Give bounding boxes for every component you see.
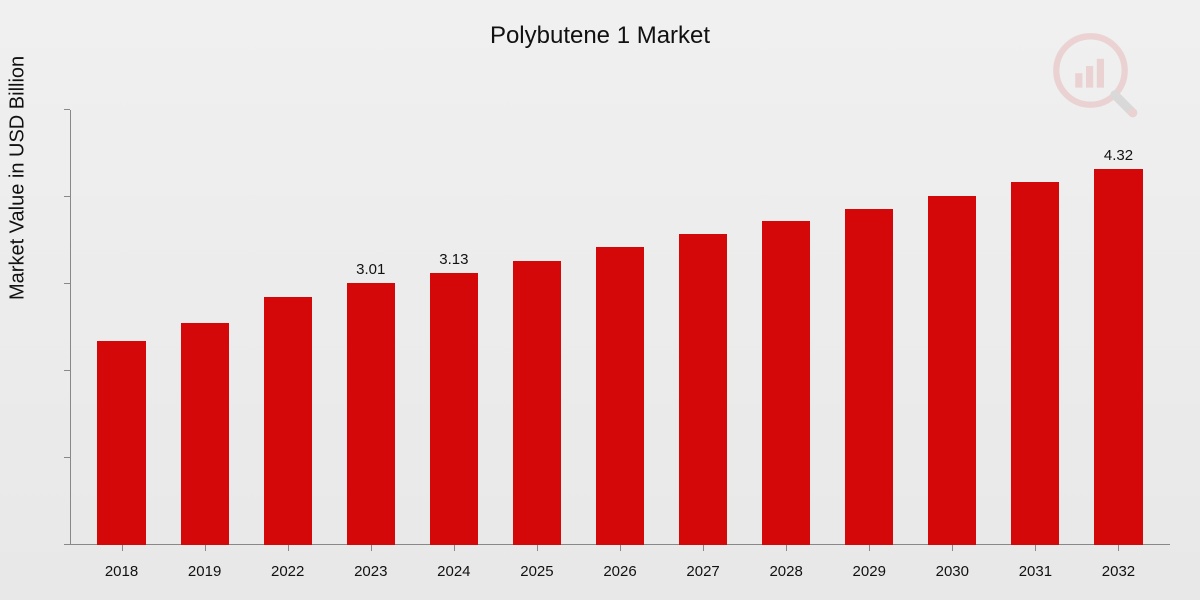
bar-value-label: 3.13	[439, 251, 468, 269]
x-axis-tick-label: 2027	[662, 563, 745, 580]
x-tick	[288, 545, 289, 551]
x-axis-labels: 2018201920222023202420252026202720282029…	[70, 563, 1170, 580]
bar-value-label: 3.01	[356, 261, 385, 279]
bars-group: 3.01 3.13 4.32	[70, 110, 1170, 545]
x-axis-tick-label: 2026	[578, 563, 661, 580]
bar-slot	[911, 110, 994, 545]
bar-slot	[495, 110, 578, 545]
y-axis-label: Market Value in USD Billion	[7, 56, 30, 300]
bar-slot	[745, 110, 828, 545]
bar-slot	[994, 110, 1077, 545]
x-tick	[703, 545, 704, 551]
x-tick	[537, 545, 538, 551]
bar-slot	[80, 110, 163, 545]
x-tick	[1118, 545, 1119, 551]
bar-slot	[163, 110, 246, 545]
x-tick	[454, 545, 455, 551]
bar	[596, 247, 644, 545]
bar-slot: 3.13	[412, 110, 495, 545]
x-axis-tick-label: 2023	[329, 563, 412, 580]
x-tick	[1035, 545, 1036, 551]
bar-slot	[828, 110, 911, 545]
x-tick	[371, 545, 372, 551]
x-axis-tick-label: 2025	[495, 563, 578, 580]
x-tick	[122, 545, 123, 551]
x-axis-tick-label: 2030	[911, 563, 994, 580]
x-axis-tick-label: 2031	[994, 563, 1077, 580]
x-axis-tick-label: 2028	[745, 563, 828, 580]
x-tick	[786, 545, 787, 551]
bar	[430, 273, 478, 545]
chart-container: Polybutene 1 Market Market Value in USD …	[0, 0, 1200, 600]
x-tick	[620, 545, 621, 551]
chart-title: Polybutene 1 Market	[0, 22, 1200, 50]
watermark-logo	[1050, 30, 1140, 120]
bar-slot	[662, 110, 745, 545]
x-axis-tick-label: 2032	[1077, 563, 1160, 580]
bar	[264, 297, 312, 545]
x-tick	[952, 545, 953, 551]
bar	[513, 261, 561, 545]
bar-slot: 3.01	[329, 110, 412, 545]
x-axis-tick-label: 2019	[163, 563, 246, 580]
bar	[347, 283, 395, 545]
bar-value-label: 4.32	[1104, 147, 1133, 165]
bar	[762, 221, 810, 545]
bar-slot	[246, 110, 329, 545]
bar	[679, 234, 727, 545]
bar	[1094, 169, 1142, 545]
x-axis-tick-label: 2024	[412, 563, 495, 580]
x-axis-tick-label: 2022	[246, 563, 329, 580]
bar	[928, 196, 976, 545]
x-tick	[869, 545, 870, 551]
plot-area: 3.01 3.13 4.32	[70, 110, 1170, 545]
bar	[181, 323, 229, 545]
x-axis-tick-label: 2018	[80, 563, 163, 580]
x-tick	[205, 545, 206, 551]
bar-slot: 4.32	[1077, 110, 1160, 545]
bar-slot	[578, 110, 661, 545]
bar	[1011, 182, 1059, 545]
bar	[97, 341, 145, 545]
bar	[845, 209, 893, 545]
x-axis-tick-label: 2029	[828, 563, 911, 580]
